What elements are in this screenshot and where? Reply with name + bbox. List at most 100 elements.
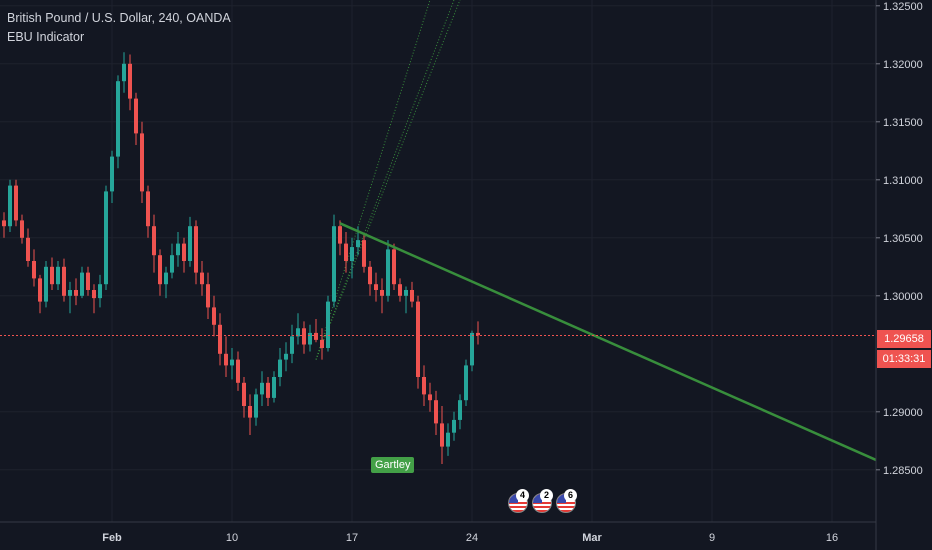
time-axis[interactable]: Feb 10 17 24 Mar 9 16 [102, 532, 838, 544]
candle-body [56, 266, 60, 285]
candle-body [368, 266, 372, 285]
candle-body [290, 336, 294, 354]
candle-body [224, 353, 228, 366]
candle-body [386, 249, 390, 296]
price-axis[interactable]: 1.32500 1.32000 1.31500 1.31000 1.30500 1.300… [876, 1, 923, 477]
candle-body [332, 226, 336, 302]
candle-body [50, 266, 54, 285]
candle-body [14, 185, 18, 221]
dotted-pitchfork-line [315, 0, 455, 360]
candle-body [38, 278, 42, 302]
event-count-badge: 6 [564, 489, 577, 502]
candle-body [110, 156, 114, 192]
trendline-layer[interactable] [339, 222, 877, 462]
time-tick-label: Feb [102, 532, 122, 544]
time-tick-label: 17 [346, 532, 358, 544]
candle-body [278, 359, 282, 377]
candle-body [230, 359, 234, 366]
candle-body [152, 226, 156, 256]
price-tick-label: 1.32500 [883, 1, 923, 13]
candle-body [452, 419, 456, 433]
candle-body [44, 266, 48, 302]
candle-body [356, 240, 360, 248]
candle-body [320, 339, 324, 348]
candle-body [344, 243, 348, 261]
candle-body [416, 301, 420, 377]
candle-body [422, 377, 426, 395]
candle-body [392, 249, 396, 285]
gartley-pattern-label[interactable]: Gartley [371, 457, 415, 473]
candle-body [314, 332, 318, 340]
candle-body [308, 332, 312, 345]
event-marker[interactable]: 6 [554, 489, 577, 517]
economic-events: 4 2 6 [506, 489, 578, 517]
candlestick-series [2, 52, 480, 464]
candle-body [200, 272, 204, 285]
candle-body [464, 365, 468, 401]
candle-body [98, 284, 102, 299]
candle-body [182, 243, 186, 261]
price-tick-label: 1.31000 [883, 175, 923, 187]
candle-body [164, 272, 168, 285]
candle-body [206, 284, 210, 308]
candle-body [380, 290, 384, 296]
candle-body [146, 191, 150, 227]
candle-body [2, 220, 6, 227]
price-tick-label: 1.32000 [883, 59, 923, 71]
candle-body [374, 284, 378, 290]
event-count-badge: 4 [516, 489, 529, 502]
candle-body [254, 394, 258, 418]
candle-body [80, 272, 84, 296]
candle-body [194, 226, 198, 273]
candle-body [140, 133, 144, 192]
candle-body [122, 63, 126, 82]
price-tick-label: 1.31500 [883, 117, 923, 129]
price-tick-label: 1.29000 [883, 407, 923, 419]
candle-body [428, 394, 432, 401]
candle-body [350, 247, 354, 261]
price-tick-label: 1.28500 [883, 465, 923, 477]
candle-body [62, 266, 66, 296]
indicator-name[interactable]: EBU Indicator [7, 30, 85, 44]
price-tick-label: 1.30000 [883, 291, 923, 303]
candle-body [8, 185, 12, 227]
candle-body [92, 290, 96, 299]
time-tick-label: 10 [226, 532, 238, 544]
event-marker[interactable]: 4 [506, 489, 529, 517]
candle-body [236, 359, 240, 383]
candle-body [326, 301, 330, 348]
candle-body [302, 328, 306, 345]
candle-body [272, 377, 276, 398]
candle-body [338, 226, 342, 244]
candle-body [296, 328, 300, 337]
bar-countdown-tag: 01:33:31 [877, 350, 931, 368]
candle-body [362, 240, 366, 267]
candle-body [32, 261, 36, 279]
descending-trendline[interactable] [339, 222, 877, 462]
candle-body [242, 382, 246, 406]
candle-body [284, 353, 288, 360]
candle-body [446, 432, 450, 447]
current-price-tag: 1.29658 [877, 330, 931, 348]
time-tick-label: 16 [826, 532, 838, 544]
candle-body [176, 243, 180, 256]
candle-body [260, 382, 264, 395]
candle-body [188, 226, 192, 261]
candle-body [26, 237, 30, 261]
candle-body [266, 382, 270, 398]
candle-body [116, 81, 120, 157]
time-tick-label: Mar [582, 532, 602, 544]
candle-body [104, 191, 108, 285]
candle-body [128, 63, 132, 99]
time-tick-label: 9 [709, 532, 715, 544]
candle-body [434, 400, 438, 424]
candle-body [158, 255, 162, 285]
candle-body [74, 290, 78, 296]
candle-body [248, 406, 252, 418]
candle-body [476, 332, 480, 336]
event-marker[interactable]: 2 [530, 489, 553, 517]
candle-body [398, 284, 402, 296]
candle-body [170, 255, 174, 273]
symbol-title[interactable]: British Pound / U.S. Dollar, 240, OANDA [7, 11, 231, 25]
